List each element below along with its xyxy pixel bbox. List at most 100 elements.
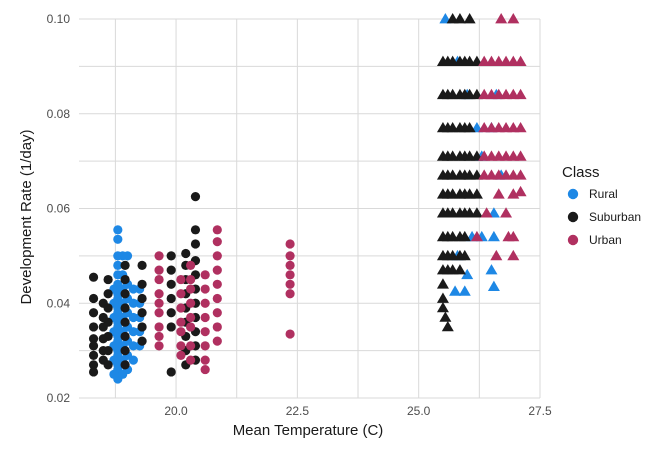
data-point-circle bbox=[120, 360, 130, 370]
data-point-circle bbox=[285, 279, 295, 289]
data-point-circle bbox=[103, 289, 113, 299]
data-point-circle bbox=[113, 225, 123, 235]
data-point-circle bbox=[176, 303, 186, 313]
data-point-circle bbox=[176, 317, 186, 327]
data-point-triangle bbox=[514, 55, 527, 66]
x-axis-title: Mean Temperature (C) bbox=[233, 422, 384, 439]
data-point-triangle bbox=[436, 292, 449, 303]
data-point-triangle bbox=[502, 230, 515, 242]
legend-entries: Rural Suburban Urban bbox=[567, 187, 641, 247]
data-point-circle bbox=[212, 308, 222, 318]
data-point-circle bbox=[200, 284, 210, 294]
series-suburban bbox=[88, 13, 483, 377]
data-point-circle bbox=[120, 303, 130, 313]
data-point-triangle bbox=[470, 207, 483, 218]
legend-title: Class bbox=[562, 164, 600, 181]
data-point-circle bbox=[128, 341, 138, 351]
data-point-triangle bbox=[470, 188, 483, 199]
data-point-circle bbox=[176, 327, 186, 337]
data-point-circle bbox=[113, 234, 123, 244]
data-point-circle bbox=[212, 251, 222, 261]
data-point-circle bbox=[154, 274, 164, 285]
y-tick-label: 0.06 bbox=[47, 202, 71, 216]
data-point-circle bbox=[176, 341, 186, 351]
x-tick-label: 22.5 bbox=[286, 404, 310, 418]
data-point-circle bbox=[166, 265, 176, 275]
data-point-circle bbox=[285, 329, 295, 339]
data-point-circle bbox=[154, 251, 164, 261]
data-point-circle bbox=[285, 239, 295, 249]
data-point-triangle bbox=[463, 121, 476, 133]
data-point-triangle bbox=[470, 230, 483, 242]
data-point-circle bbox=[166, 279, 176, 289]
data-point-circle bbox=[166, 308, 176, 318]
data-point-circle bbox=[212, 293, 222, 304]
y-tick-label: 0.08 bbox=[47, 107, 71, 121]
y-axis-ticks: 0.02 0.04 0.06 0.08 0.10 bbox=[47, 12, 71, 405]
data-point-circle bbox=[186, 298, 196, 308]
data-point-circle bbox=[212, 322, 222, 332]
data-point-circle bbox=[120, 274, 130, 285]
data-point-circle bbox=[154, 308, 164, 318]
data-point-circle bbox=[120, 260, 130, 270]
data-point-circle bbox=[212, 225, 222, 235]
data-point-circle bbox=[122, 251, 133, 261]
data-point-circle bbox=[200, 355, 210, 365]
data-point-circle bbox=[186, 355, 196, 365]
data-point-circle bbox=[154, 331, 164, 342]
data-point-circle bbox=[88, 322, 99, 332]
data-point-circle bbox=[200, 312, 210, 323]
data-point-triangle bbox=[439, 311, 452, 322]
data-point-circle bbox=[109, 369, 119, 379]
data-point-triangle bbox=[487, 280, 500, 291]
data-points bbox=[88, 13, 527, 384]
grid bbox=[79, 18, 541, 399]
data-point-circle bbox=[88, 308, 99, 318]
data-point-triangle bbox=[514, 169, 527, 180]
legend-label-rural: Rural bbox=[589, 187, 618, 201]
data-point-circle bbox=[88, 360, 99, 370]
data-point-circle bbox=[285, 289, 295, 299]
series-urban bbox=[154, 13, 527, 375]
data-point-circle bbox=[137, 293, 147, 304]
data-point-triangle bbox=[507, 13, 520, 24]
data-point-circle bbox=[120, 331, 130, 342]
data-point-triangle bbox=[495, 13, 508, 24]
data-point-triangle bbox=[458, 249, 471, 261]
data-point-circle bbox=[137, 260, 147, 270]
legend-key-urban bbox=[567, 234, 579, 246]
data-point-circle bbox=[166, 293, 176, 304]
data-point-circle bbox=[285, 270, 295, 280]
data-point-circle bbox=[137, 336, 147, 346]
data-point-circle bbox=[128, 284, 138, 294]
x-tick-label: 20.0 bbox=[164, 404, 188, 418]
data-point-circle bbox=[186, 341, 196, 351]
data-point-circle bbox=[166, 367, 176, 377]
data-point-circle bbox=[154, 298, 164, 308]
data-point-circle bbox=[103, 317, 113, 327]
data-point-circle bbox=[120, 317, 130, 327]
data-point-circle bbox=[103, 303, 113, 313]
data-point-circle bbox=[88, 350, 99, 360]
data-point-circle bbox=[88, 272, 99, 282]
data-point-circle bbox=[128, 312, 138, 323]
data-point-circle bbox=[154, 341, 164, 351]
data-point-circle bbox=[88, 334, 99, 344]
data-point-circle bbox=[200, 341, 210, 351]
data-point-triangle bbox=[463, 13, 476, 24]
data-point-triangle bbox=[449, 285, 462, 296]
data-point-circle bbox=[176, 289, 186, 299]
data-point-circle bbox=[186, 284, 196, 294]
data-point-circle bbox=[212, 279, 222, 289]
data-point-circle bbox=[154, 265, 164, 275]
data-point-circle bbox=[285, 260, 295, 270]
x-axis-ticks: 20.0 22.5 25.0 27.5 bbox=[164, 404, 552, 418]
data-point-circle bbox=[88, 341, 99, 351]
data-point-circle bbox=[186, 312, 196, 323]
data-point-triangle bbox=[485, 264, 498, 275]
data-point-triangle bbox=[492, 188, 505, 199]
data-point-triangle bbox=[500, 207, 513, 218]
legend-key-rural bbox=[567, 188, 579, 200]
legend-label-urban: Urban bbox=[589, 233, 622, 247]
data-point-circle bbox=[200, 298, 210, 308]
